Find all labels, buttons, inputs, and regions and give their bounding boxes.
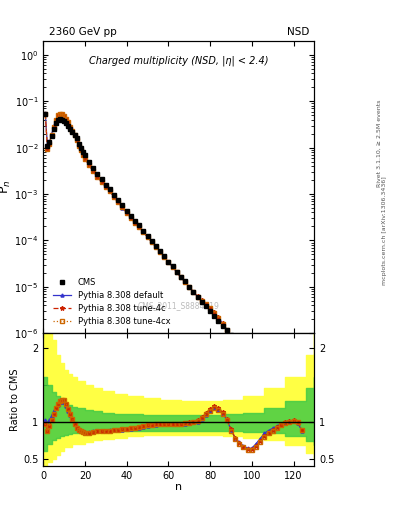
Pythia 8.308 default	[103, 184, 108, 190]
Pythia 8.308 default	[191, 289, 196, 295]
Pythia 8.308 tune-4cx	[43, 111, 48, 117]
Text: Rivet 3.1.10, ≥ 2.5M events: Rivet 3.1.10, ≥ 2.5M events	[377, 100, 382, 187]
Pythia 8.308 tune-4c	[299, 417, 304, 423]
CMS	[43, 111, 48, 117]
CMS	[79, 144, 83, 151]
Pythia 8.308 tune-4c	[66, 119, 71, 125]
CMS	[204, 303, 208, 309]
Pythia 8.308 default	[299, 417, 304, 423]
Pythia 8.308 tune-4c	[43, 111, 48, 117]
Pythia 8.308 default	[43, 110, 48, 116]
Pythia 8.308 tune-4cx	[195, 293, 200, 300]
Text: 2360 GeV pp: 2360 GeV pp	[49, 27, 116, 36]
CMS	[299, 415, 304, 421]
Line: CMS: CMS	[43, 111, 304, 420]
Pythia 8.308 tune-4cx	[299, 417, 304, 423]
Line: Pythia 8.308 default: Pythia 8.308 default	[44, 112, 303, 422]
Pythia 8.308 tune-4cx	[66, 119, 71, 125]
Pythia 8.308 tune-4cx	[108, 188, 112, 195]
Pythia 8.308 tune-4cx	[174, 269, 179, 275]
Legend: CMS, Pythia 8.308 default, Pythia 8.308 tune-4c, Pythia 8.308 tune-4cx: CMS, Pythia 8.308 default, Pythia 8.308 …	[53, 278, 171, 326]
Pythia 8.308 tune-4cx	[81, 152, 85, 158]
Line: Pythia 8.308 tune-4cx: Pythia 8.308 tune-4cx	[44, 112, 303, 421]
CMS	[64, 120, 68, 126]
Y-axis label: P$_n$: P$_n$	[0, 180, 13, 195]
CMS	[191, 289, 196, 295]
Pythia 8.308 tune-4cx	[208, 305, 213, 311]
Text: NSD: NSD	[286, 27, 309, 36]
Pythia 8.308 tune-4c	[81, 152, 85, 158]
Pythia 8.308 tune-4cx	[57, 111, 62, 117]
CMS	[103, 181, 108, 187]
Pythia 8.308 tune-4c	[108, 188, 112, 195]
Line: Pythia 8.308 tune-4c: Pythia 8.308 tune-4c	[43, 112, 304, 422]
Text: Charged multiplicity (NSD, |η| < 2.4): Charged multiplicity (NSD, |η| < 2.4)	[89, 56, 268, 66]
Pythia 8.308 tune-4c	[195, 293, 200, 300]
CMS	[170, 263, 175, 269]
Pythia 8.308 default	[170, 264, 175, 270]
Pythia 8.308 tune-4c	[57, 111, 62, 117]
Text: mcplots.cern.ch [arXiv:1306.3436]: mcplots.cern.ch [arXiv:1306.3436]	[382, 176, 387, 285]
Pythia 8.308 tune-4c	[174, 269, 179, 275]
Pythia 8.308 default	[204, 302, 208, 308]
Pythia 8.308 default	[64, 116, 68, 122]
X-axis label: n: n	[175, 482, 182, 492]
Pythia 8.308 default	[79, 147, 83, 153]
Text: CMS_2011_S8884919: CMS_2011_S8884919	[138, 301, 220, 310]
Pythia 8.308 tune-4c	[208, 305, 213, 311]
Y-axis label: Ratio to CMS: Ratio to CMS	[10, 368, 20, 431]
